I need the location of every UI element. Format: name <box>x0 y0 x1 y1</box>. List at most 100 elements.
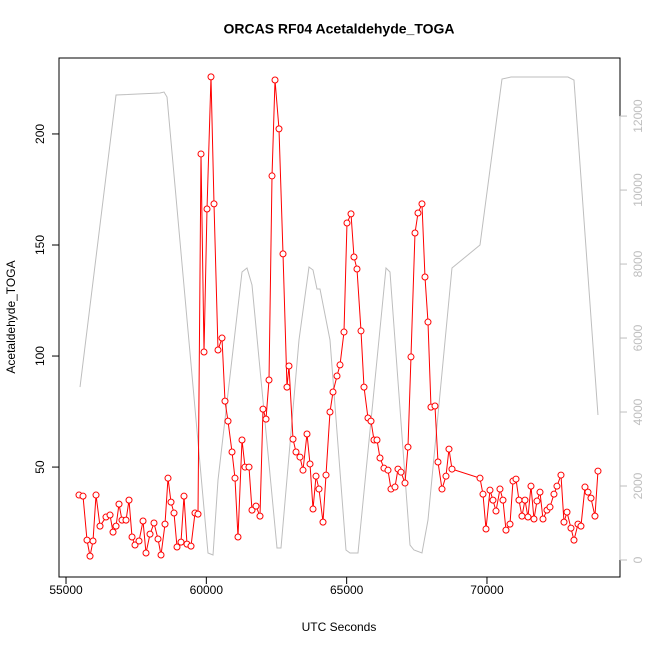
data-point <box>112 522 120 530</box>
data-point <box>486 486 494 494</box>
data-point <box>210 200 218 208</box>
data-point <box>587 494 595 502</box>
data-point <box>221 397 229 405</box>
data-point <box>539 515 547 523</box>
data-point <box>312 472 320 480</box>
data-point <box>434 458 442 466</box>
data-point <box>238 436 246 444</box>
data-point <box>333 372 341 380</box>
y2-tick-label: 6000 <box>631 324 645 351</box>
data-point <box>357 327 365 335</box>
data-point <box>550 490 558 498</box>
x-tick-label: 65000 <box>330 583 364 597</box>
data-point <box>424 318 432 326</box>
y2-tick-label: 10000 <box>631 173 645 207</box>
data-point <box>499 496 507 504</box>
data-point <box>86 552 94 560</box>
data-point <box>228 448 236 456</box>
data-point <box>252 502 260 510</box>
data-point <box>203 205 211 213</box>
y-tick-label: 200 <box>33 124 47 144</box>
data-point <box>96 522 104 530</box>
data-point <box>303 430 311 438</box>
data-point <box>279 250 287 258</box>
data-point <box>584 488 592 496</box>
data-point <box>404 443 412 451</box>
data-point <box>336 361 344 369</box>
data-point <box>218 334 226 342</box>
y-tick-label: 100 <box>33 346 47 366</box>
data-point <box>384 466 392 474</box>
data-point <box>479 490 487 498</box>
data-point <box>397 468 405 476</box>
data-point <box>577 522 585 530</box>
data-point <box>367 417 375 425</box>
data-point <box>570 536 578 544</box>
data-point <box>563 508 571 516</box>
data-point <box>296 453 304 461</box>
data-point <box>421 273 429 281</box>
data-point <box>79 492 87 500</box>
data-point <box>353 265 361 273</box>
data-point <box>245 463 253 471</box>
data-point <box>167 498 175 506</box>
data-point <box>546 503 554 511</box>
data-point <box>262 415 270 423</box>
data-point <box>89 537 97 545</box>
data-point <box>533 497 541 505</box>
data-point <box>283 383 291 391</box>
data-point <box>502 526 510 534</box>
data-point <box>115 500 123 508</box>
data-point <box>128 533 136 541</box>
data-point <box>376 454 384 462</box>
data-point <box>146 530 154 538</box>
data-point <box>482 525 490 533</box>
x-axis-label: UTC Seconds <box>302 620 377 634</box>
data-point <box>411 229 419 237</box>
data-point <box>518 512 526 520</box>
data-point <box>142 549 150 557</box>
data-point <box>164 474 172 482</box>
data-point <box>594 467 602 475</box>
data-point <box>207 73 215 81</box>
y-tick-label: 50 <box>33 460 47 474</box>
y2-tick-label: 0 <box>631 556 645 563</box>
data-point <box>187 542 195 550</box>
data-point <box>560 518 568 526</box>
data-point <box>329 388 337 396</box>
data-point <box>448 465 456 473</box>
data-point <box>319 518 327 526</box>
data-point <box>259 405 267 413</box>
data-point <box>401 479 409 487</box>
data-point <box>489 496 497 504</box>
data-point <box>224 417 232 425</box>
data-point <box>322 471 330 479</box>
data-point <box>122 516 130 524</box>
data-point <box>438 485 446 493</box>
data-point <box>248 506 256 514</box>
data-point <box>391 483 399 491</box>
data-point <box>530 515 538 523</box>
data-point <box>553 482 561 490</box>
data-point <box>180 492 188 500</box>
data-point <box>591 512 599 520</box>
data-point <box>234 533 242 541</box>
data-point <box>83 536 91 544</box>
data-point <box>200 348 208 356</box>
data-point <box>445 445 453 453</box>
data-point <box>275 125 283 133</box>
data-point <box>131 541 139 549</box>
data-point <box>109 528 117 536</box>
data-point <box>309 505 317 513</box>
data-point <box>418 200 426 208</box>
data-point <box>194 510 202 518</box>
data-point <box>315 485 323 493</box>
data-point <box>285 362 293 370</box>
data-point <box>407 353 415 361</box>
data-point <box>170 509 178 517</box>
data-point <box>139 517 147 525</box>
data-point <box>177 538 185 546</box>
data-point <box>524 513 532 521</box>
data-point <box>536 488 544 496</box>
data-point <box>442 472 450 480</box>
